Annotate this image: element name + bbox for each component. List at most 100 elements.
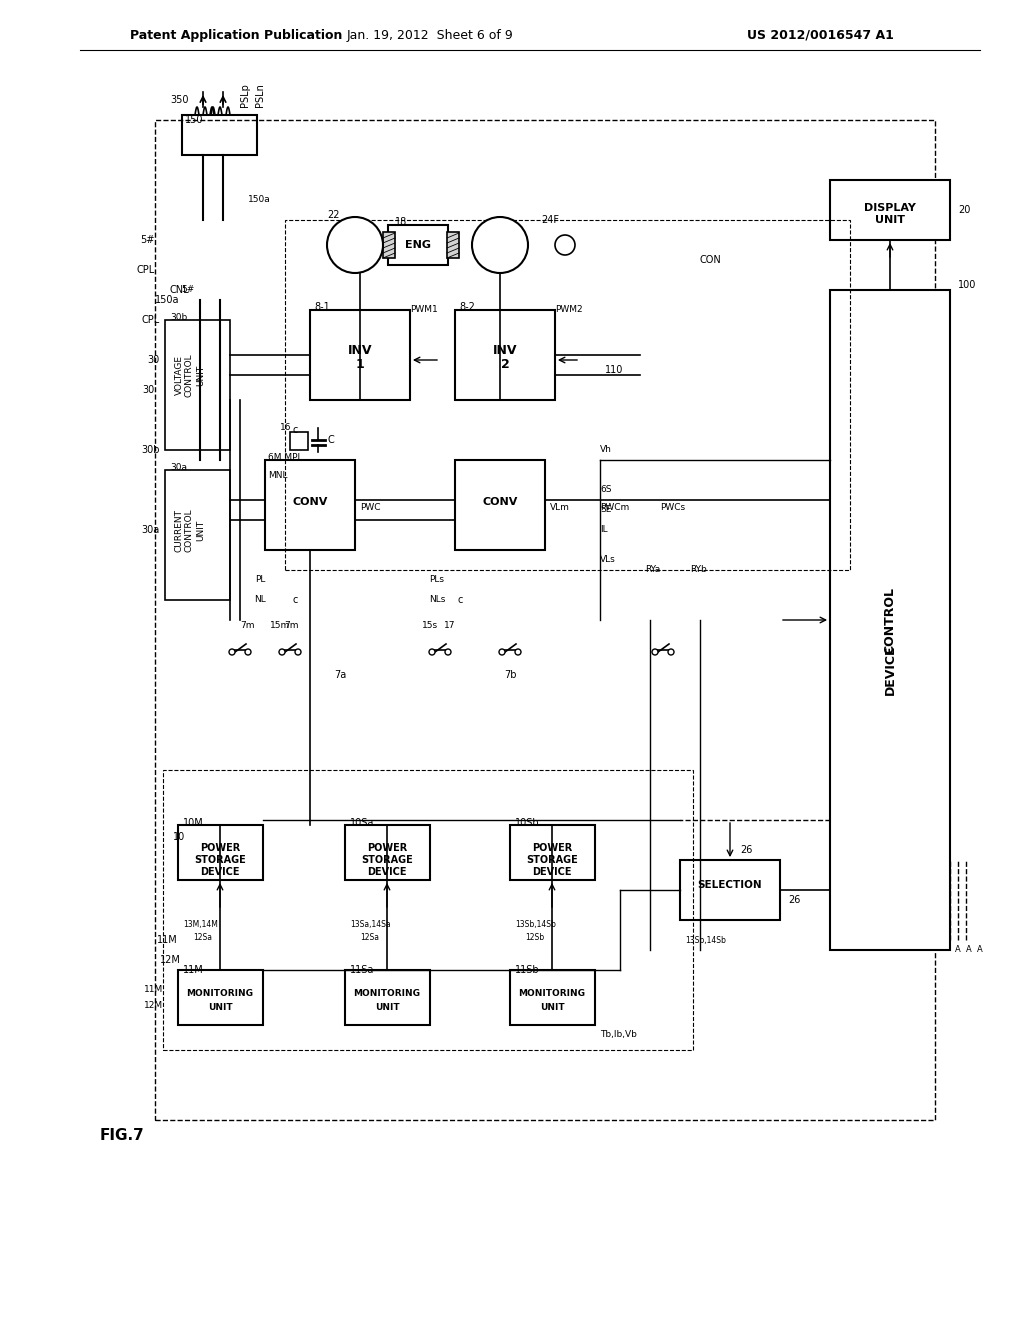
Bar — [510, 825, 595, 880]
Text: DEVICE: DEVICE — [532, 867, 571, 876]
Bar — [830, 290, 950, 950]
Text: 17: 17 — [444, 620, 456, 630]
Bar — [830, 180, 950, 240]
Bar — [165, 319, 230, 450]
Text: 12M: 12M — [160, 954, 181, 965]
Text: STORAGE: STORAGE — [361, 855, 413, 865]
Text: MONITORING: MONITORING — [518, 989, 586, 998]
Text: CONTROL: CONTROL — [884, 586, 896, 653]
Text: NLs: NLs — [429, 595, 445, 605]
Text: UNIT: UNIT — [540, 1002, 564, 1011]
Text: 30b: 30b — [141, 445, 160, 455]
Text: A  A  A: A A A — [955, 945, 983, 954]
Text: 15m: 15m — [270, 620, 290, 630]
Circle shape — [245, 649, 251, 655]
Text: 16: 16 — [280, 422, 292, 432]
Text: MONITORING: MONITORING — [186, 989, 254, 998]
Text: 13Sb,14Sb: 13Sb,14Sb — [685, 936, 726, 945]
Bar — [155, 120, 935, 1119]
Text: 11Sb: 11Sb — [515, 965, 540, 975]
Text: 26: 26 — [740, 845, 753, 855]
Text: PWCs: PWCs — [660, 503, 685, 512]
Bar — [310, 310, 410, 400]
Text: DISPLAY: DISPLAY — [864, 203, 915, 213]
Text: SELECTION: SELECTION — [697, 880, 762, 890]
Bar — [510, 970, 595, 1026]
Text: SE: SE — [600, 506, 611, 515]
Text: DEVICE: DEVICE — [201, 867, 240, 876]
Bar — [178, 825, 263, 880]
Text: 150: 150 — [185, 115, 204, 125]
Bar — [290, 432, 308, 450]
Text: IL: IL — [600, 525, 607, 535]
Text: 11M: 11M — [157, 935, 178, 945]
Text: 8-2: 8-2 — [459, 302, 475, 312]
Text: PWC: PWC — [360, 503, 381, 512]
Text: Patent Application Publication: Patent Application Publication — [130, 29, 342, 41]
Bar — [163, 770, 693, 1049]
Bar — [680, 861, 780, 920]
Text: Jan. 19, 2012  Sheet 6 of 9: Jan. 19, 2012 Sheet 6 of 9 — [347, 29, 513, 41]
Text: STORAGE: STORAGE — [526, 855, 578, 865]
Text: CON: CON — [699, 255, 721, 265]
Text: VOLTAGE: VOLTAGE — [175, 355, 184, 395]
Text: POWER: POWER — [367, 843, 408, 853]
Circle shape — [445, 649, 451, 655]
Circle shape — [295, 649, 301, 655]
Text: NL: NL — [254, 595, 266, 605]
Text: CURRENT: CURRENT — [175, 508, 184, 552]
Text: UNIT: UNIT — [874, 215, 905, 224]
Text: 30a: 30a — [170, 462, 187, 471]
Bar — [447, 232, 459, 257]
Bar — [165, 470, 230, 601]
Bar — [265, 459, 355, 550]
Text: 7a: 7a — [334, 671, 346, 680]
Text: Tb,Ib,Vb: Tb,Ib,Vb — [600, 1031, 637, 1040]
Text: 11M: 11M — [183, 965, 204, 975]
Circle shape — [668, 649, 674, 655]
Circle shape — [229, 649, 234, 655]
Text: PSLp: PSLp — [240, 83, 250, 107]
Text: UNIT: UNIT — [196, 519, 205, 541]
Bar — [455, 310, 555, 400]
Text: MG1: MG1 — [344, 240, 366, 249]
Circle shape — [499, 649, 505, 655]
Circle shape — [515, 649, 521, 655]
Text: 11Sa: 11Sa — [350, 965, 375, 975]
Text: VLm: VLm — [550, 503, 570, 512]
Text: 10Sa: 10Sa — [350, 818, 375, 828]
Text: 7b: 7b — [504, 671, 516, 680]
Text: PWM2: PWM2 — [555, 305, 583, 314]
Text: 24F: 24F — [541, 215, 559, 224]
Text: UNIT: UNIT — [196, 364, 205, 385]
Text: 30a: 30a — [141, 525, 160, 535]
Text: 30b: 30b — [170, 313, 187, 322]
Bar — [285, 220, 850, 570]
Text: 150a: 150a — [248, 195, 270, 205]
Text: 11M: 11M — [143, 986, 163, 994]
Text: 10: 10 — [173, 832, 185, 842]
Text: PWCm: PWCm — [600, 503, 630, 512]
Text: DEVICE: DEVICE — [884, 644, 896, 696]
Text: 20: 20 — [958, 205, 971, 215]
Text: 12Sa: 12Sa — [360, 933, 379, 942]
Text: MONITORING: MONITORING — [353, 989, 421, 998]
Text: POWER: POWER — [531, 843, 572, 853]
Circle shape — [652, 649, 658, 655]
Text: CONV: CONV — [482, 498, 518, 507]
Text: 30: 30 — [142, 385, 155, 395]
Text: c: c — [292, 595, 298, 605]
Text: MNL: MNL — [268, 470, 288, 479]
Text: c: c — [292, 425, 298, 436]
Text: 12Sb: 12Sb — [525, 933, 544, 942]
Text: 26: 26 — [788, 895, 801, 906]
Text: UNIT: UNIT — [375, 1002, 399, 1011]
Text: VLs: VLs — [600, 556, 615, 565]
Text: 1: 1 — [355, 359, 365, 371]
Text: PSLn: PSLn — [255, 83, 265, 107]
Text: 100: 100 — [958, 280, 976, 290]
Text: 6M MPL: 6M MPL — [268, 454, 302, 462]
Text: CPL: CPL — [141, 315, 160, 325]
Text: 7m: 7m — [240, 620, 254, 630]
Text: 10M: 10M — [183, 818, 204, 828]
